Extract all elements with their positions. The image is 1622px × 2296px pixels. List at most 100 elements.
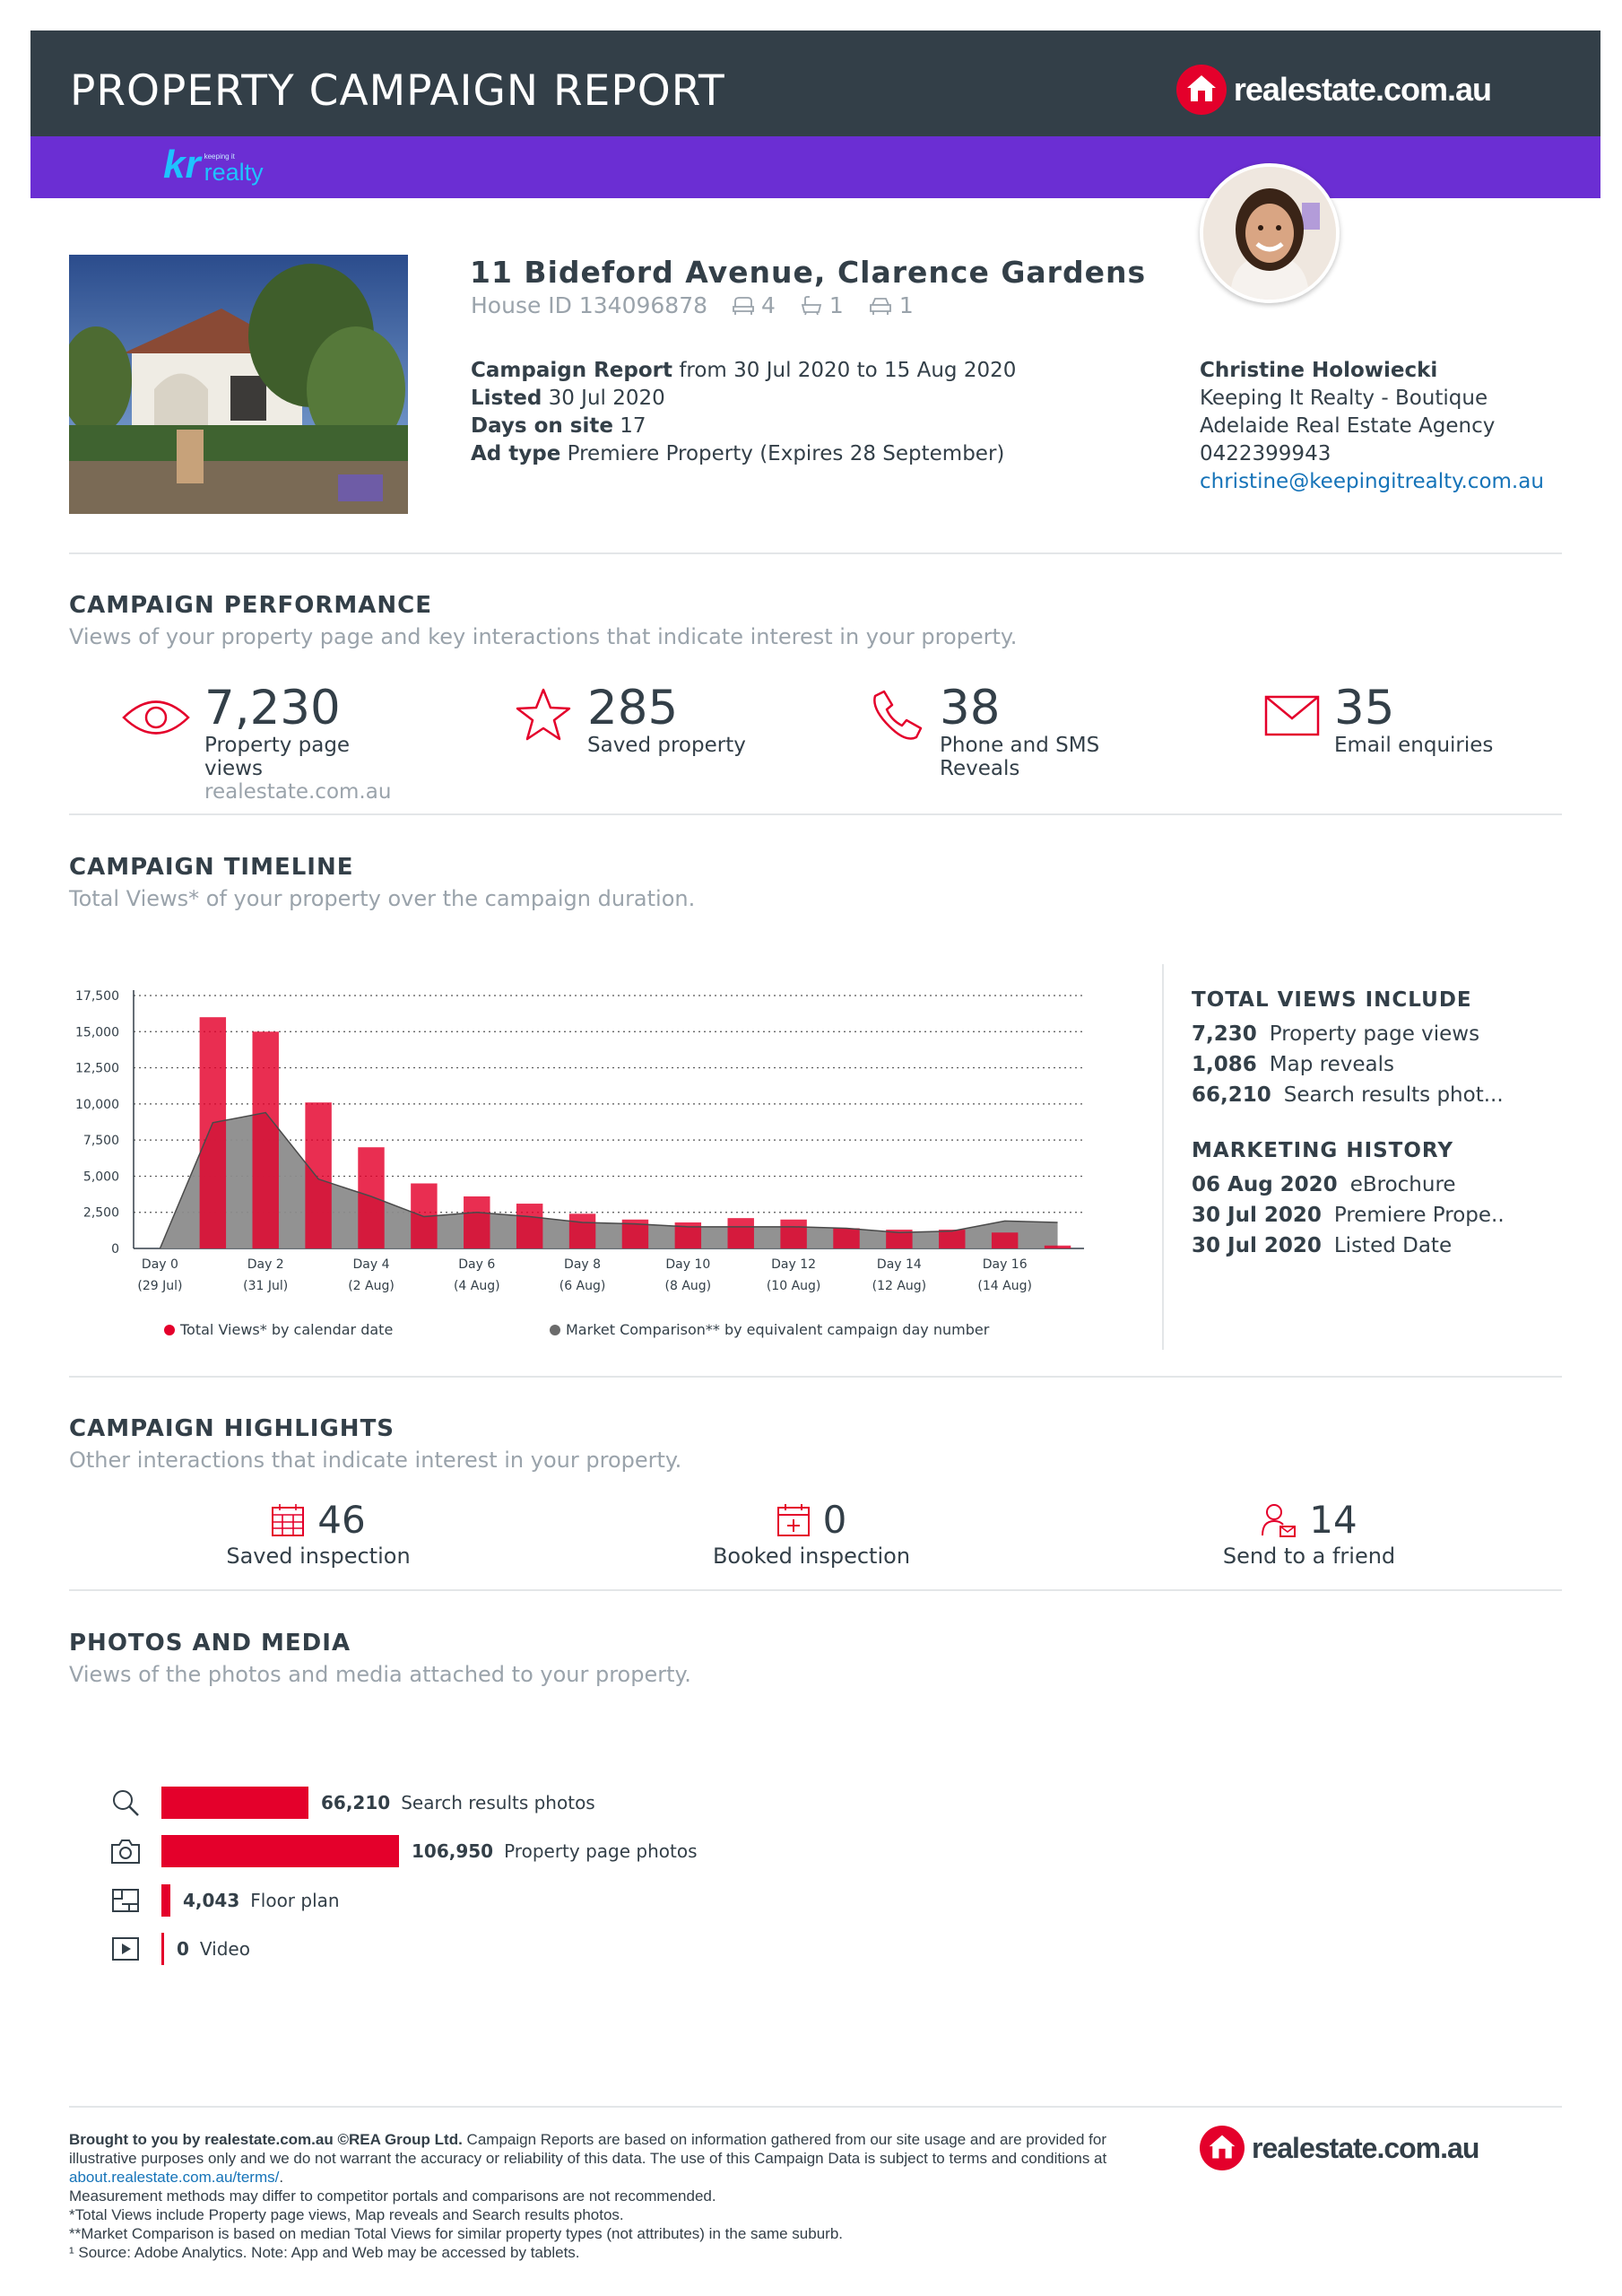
property-views-label-2: views [204,757,263,780]
agent-name: Christine Holowiecki [1200,359,1438,382]
search-icon [113,1790,139,1816]
phone-icon [873,690,923,740]
total-views-title: TOTAL VIEWS INCLUDE [1192,988,1472,1012]
person-mail-icon [1262,1503,1297,1537]
email-enquiries-label: Email enquiries [1334,734,1494,757]
campaign-timeline-chart: 0 2,500 5,000 7,500 10,000 12,500 15,000 17,500… [75,989,1084,1338]
saved-property-value: 285 [587,681,679,735]
y-tick-label: 5,000 [83,1170,119,1184]
send-to-friend-label: Send to a friend [1222,1544,1396,1569]
media-title: PHOTOS AND MEDIA [69,1630,351,1657]
send-to-friend-stat: 14 Send to a friend [1130,1498,1488,1569]
realestate-logo: realestate.com.au [1175,65,1492,115]
agency-name-line1: Keeping It Realty - Boutique [1200,387,1488,410]
x-tick-label: Day 2 [247,1257,284,1272]
eye-icon [122,700,190,735]
media-row-video: 0 Video [109,1931,250,1967]
total-views-bar [568,1213,596,1248]
property-views-value: 7,230 [204,681,341,735]
total-views-bar [939,1230,966,1248]
saved-property-stat: 285 Saved property [587,681,746,758]
report-header: PROPERTY CAMPAIGN REPORT realestate.com.… [30,30,1600,136]
x-tick-date: (4 Aug) [454,1279,500,1293]
legend-marker-total-views [164,1325,175,1335]
footer-line: *Total Views include Property page views… [69,2206,624,2223]
x-tick-date: (12 Aug) [872,1279,927,1293]
property-views-stat: 7,230 Property page views realestate.com… [204,683,391,804]
media-bar [161,1835,399,1867]
booked-inspection-stat: 0 Booked inspection [632,1498,991,1569]
marketing-history-row: 06 Aug 2020 eBrochure [1192,1173,1456,1196]
saved-inspection-stat: 46 Saved inspection [139,1498,498,1569]
media-row-floor-plan: 4,043 Floor plan [109,1883,340,1918]
footer-line: Measurement methods may differ to compet… [69,2187,716,2205]
agency-logo-word: realty [204,159,264,186]
realestate-wordmark: realestate.com.au [1233,71,1492,108]
media-value: 4,043 [183,1890,240,1911]
footer-line: ¹ Source: Adobe Analytics. Note: App and… [69,2244,580,2261]
x-tick-label: Day 10 [665,1257,710,1272]
bathroom-count: 1 [801,292,844,318]
agent-phone: 0422399943 [1200,442,1331,465]
media-label: Floor plan [250,1890,340,1911]
marketing-history-row: 30 Jul 2020 Premiere Prope.. [1192,1204,1505,1227]
total-views-row: 7,230 Property page views [1192,1022,1480,1046]
campaign-details: Campaign Report from 30 Jul 2020 to 15 A… [471,357,1016,468]
days-on-site: Days on site 17 [471,414,646,438]
agent-contact: Christine Holowiecki Keeping It Realty -… [1200,357,1544,496]
property-views-label-1: Property page [204,734,351,757]
media-value: 0 [177,1938,189,1960]
email-icon-wrap [1264,695,1320,740]
x-tick-label: Day 12 [771,1257,816,1272]
phone-reveals-value: 38 [940,681,1001,735]
media-row-search-photos: 66,210 Search results photos [109,1785,595,1821]
highlights-title: CAMPAIGN HIGHLIGHTS [69,1415,395,1442]
marketing-history-row: 30 Jul 2020 Listed Date [1192,1234,1453,1257]
total-views-bar [886,1230,913,1248]
phone-reveals-label-2: Reveals [940,757,1020,780]
footer-disclaimer: Brought to you by realestate.com.au ©REA… [69,2130,1145,2262]
y-tick-label: 10,000 [75,1098,119,1112]
market-comparison-line [159,1111,1058,1249]
total-views-bar [727,1218,754,1248]
bed-icon [733,296,754,315]
total-views-bar [199,1017,227,1248]
parking-count: 1 [869,292,914,318]
footer-line: Brought to you by realestate.com.au ©REA… [69,2131,1107,2186]
x-tick-date: (31 Jul) [243,1279,288,1293]
envelope-icon [1264,695,1320,736]
email-enquiries-value: 35 [1334,681,1395,735]
timeline-title: CAMPAIGN TIMELINE [69,854,354,881]
divider [69,1589,1562,1591]
media-label: Property page photos [504,1840,698,1862]
saved-inspection-label: Saved inspection [226,1544,411,1569]
market-comparison-area [160,1112,1058,1248]
media-value: 66,210 [321,1792,391,1813]
terms-link[interactable]: about.realestate.com.au/terms/ [69,2169,280,2186]
agent-avatar [1200,163,1340,303]
views-icon-wrap [121,695,191,744]
legend-label-market-comparison: Market Comparison** by equivalent campai… [566,1321,990,1338]
performance-title: CAMPAIGN PERFORMANCE [69,592,433,619]
total-views-row: 1,086 Map reveals [1192,1053,1394,1076]
bath-icon [801,295,822,315]
phone-reveals-stat: 38 Phone and SMS Reveals [940,681,1099,781]
report-title: PROPERTY CAMPAIGN REPORT [70,66,725,116]
agency-logo-mark: kr [163,143,201,187]
house-icon [1175,65,1227,115]
media-subtitle: Views of the photos and media attached t… [69,1662,691,1687]
timeline-subtitle: Total Views* of your property over the c… [69,886,696,911]
y-tick-label: 15,000 [75,1025,119,1039]
total-views-row: 66,210 Search results phot... [1192,1083,1504,1107]
total-views-bar [780,1219,807,1248]
property-address: 11 Bideford Avenue, Clarence Gardens [470,255,1147,290]
agency-banner: kr keeping it realty [30,136,1600,198]
x-tick-date: (8 Aug) [665,1279,712,1293]
x-tick-label: Day 4 [352,1257,389,1272]
video-icon [112,1937,139,1961]
calendar-icon [272,1503,305,1536]
agent-email-link[interactable]: christine@keepingitrealty.com.au [1200,470,1544,493]
agency-logo-small: keeping it [204,152,235,161]
y-tick-label: 7,500 [83,1134,119,1148]
total-views-bar [358,1147,385,1248]
